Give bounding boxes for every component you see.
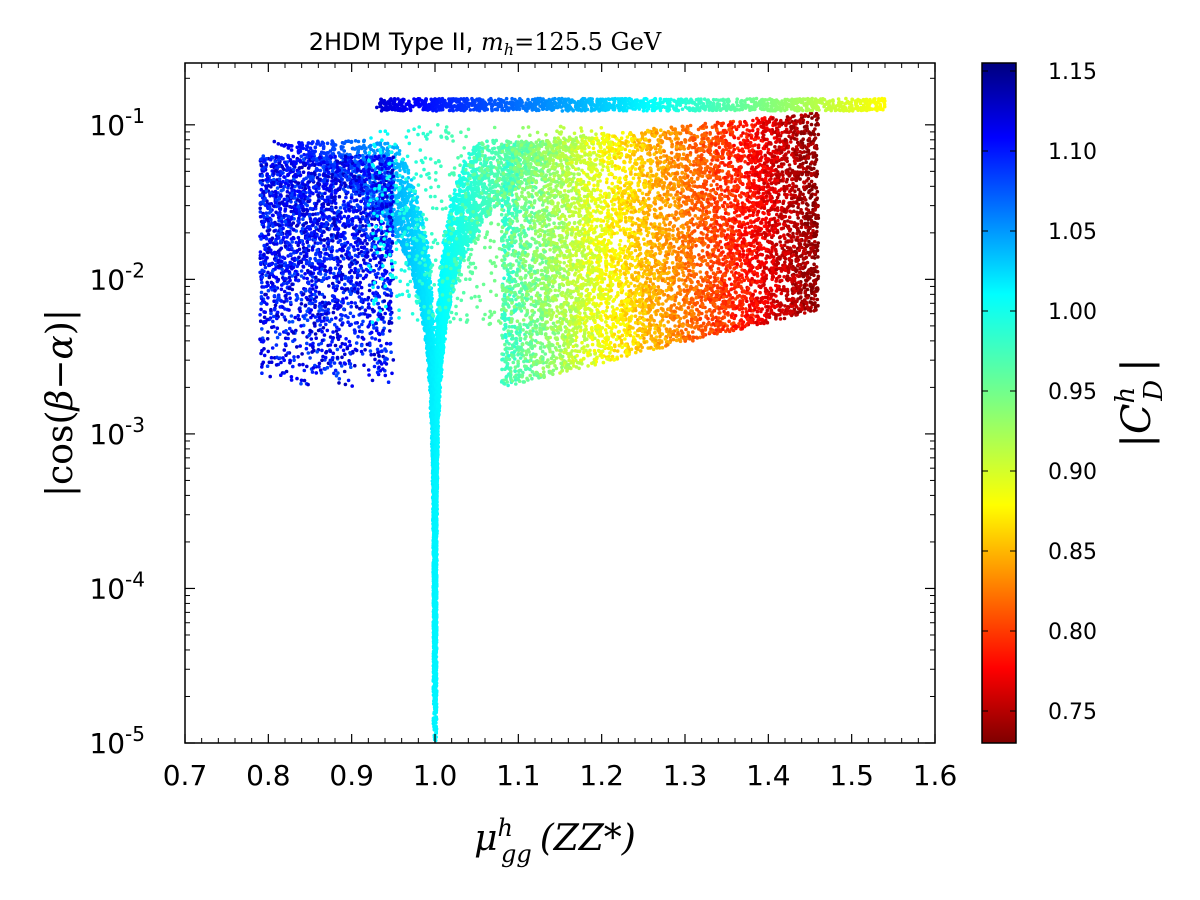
scatter-point bbox=[457, 202, 462, 206]
title-mass-value: 125.5 GeV bbox=[534, 28, 662, 56]
scatter-point bbox=[497, 154, 501, 158]
scatter-point bbox=[308, 146, 313, 150]
title-equals: = bbox=[514, 28, 534, 56]
scatter-point bbox=[272, 139, 277, 144]
scatter-point bbox=[466, 247, 471, 251]
chart-title: 2HDM Type II, mh=125.5 GeV bbox=[309, 28, 662, 59]
scatter-point bbox=[385, 141, 390, 146]
scatter-point bbox=[398, 168, 402, 172]
scatter-point bbox=[409, 178, 414, 182]
scatter-point bbox=[453, 188, 457, 192]
scatter-points bbox=[258, 96, 887, 743]
title-mass-subscript: h bbox=[504, 40, 514, 59]
scatter-point bbox=[394, 171, 399, 175]
scatter-point bbox=[276, 142, 281, 146]
scatter-point bbox=[298, 149, 303, 154]
scatter-point bbox=[403, 169, 407, 174]
scatter-point bbox=[479, 161, 483, 166]
scatter-point bbox=[383, 141, 387, 146]
scatter-point bbox=[392, 207, 396, 212]
scatter-point bbox=[467, 156, 472, 160]
scatter-point bbox=[489, 171, 494, 176]
title-mass-symbol: m bbox=[481, 28, 504, 56]
scatter-point bbox=[325, 141, 330, 146]
title-prefix: 2HDM Type II, bbox=[309, 28, 474, 56]
